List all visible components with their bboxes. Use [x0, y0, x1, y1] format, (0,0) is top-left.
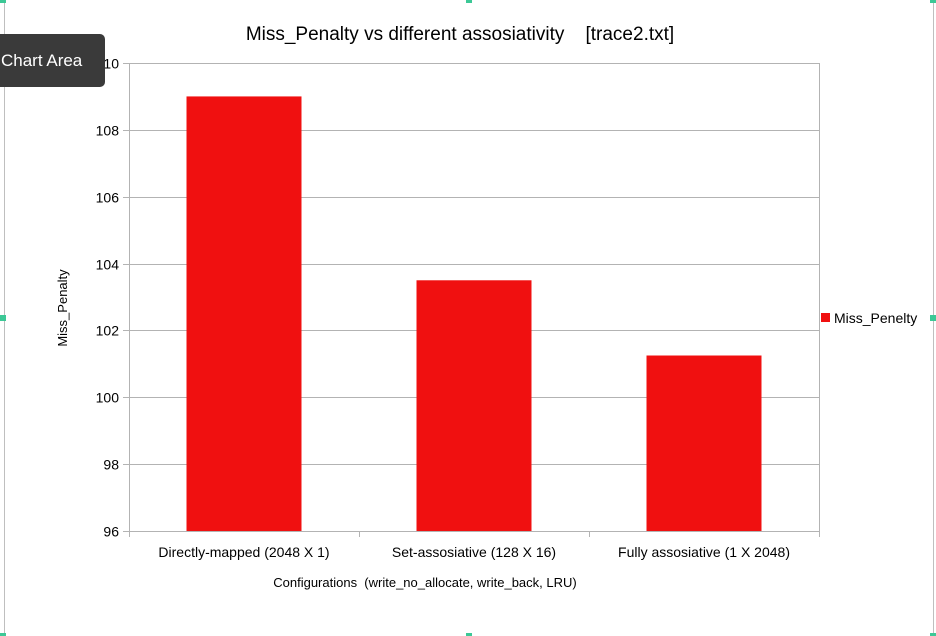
selection-handle-top-right[interactable] [930, 0, 936, 3]
selection-handle-top-left[interactable] [0, 0, 6, 3]
chart-area-tooltip: Chart Area [0, 34, 105, 87]
x-tick-label: Fully assosiative (1 X 2048) [618, 544, 790, 560]
bar-3[interactable] [646, 355, 762, 532]
x-tick-label: Directly-mapped (2048 X 1) [158, 544, 329, 560]
y-tick-label: 108 [96, 123, 120, 139]
y-tick-label: 100 [96, 390, 120, 406]
x-tick-label: Set-assosiative (128 X 16) [392, 544, 556, 560]
legend[interactable]: Miss_Penelty [821, 310, 917, 326]
bar-1[interactable] [186, 96, 302, 531]
selection-handle-bottom-center[interactable] [466, 633, 472, 636]
y-tick-label: 102 [96, 323, 120, 339]
selection-handle-bottom-right[interactable] [930, 633, 936, 636]
x-axis-title: Configurations (write_no_allocate, write… [273, 575, 576, 590]
bars [186, 96, 762, 532]
selection-handle-bottom-left[interactable] [0, 633, 6, 636]
x-axis-tick-labels: Directly-mapped (2048 X 1) Set-assosiativ… [158, 544, 790, 560]
chart-title: Miss_Penalty vs different assosiativity … [246, 24, 674, 45]
y-tick-label: 98 [103, 457, 119, 473]
bar-2[interactable] [416, 280, 532, 531]
y-tick-label: 106 [96, 190, 120, 206]
selection-handle-top-center[interactable] [466, 0, 472, 3]
y-axis-title: Miss_Penalty [55, 269, 70, 347]
y-tick-label: 104 [96, 257, 120, 273]
selection-handle-middle-left[interactable] [0, 315, 6, 321]
legend-swatch [821, 313, 830, 322]
legend-label: Miss_Penelty [834, 310, 917, 326]
selection-handle-middle-right[interactable] [930, 315, 936, 321]
y-tick-label: 96 [103, 524, 119, 540]
axes [129, 63, 820, 537]
